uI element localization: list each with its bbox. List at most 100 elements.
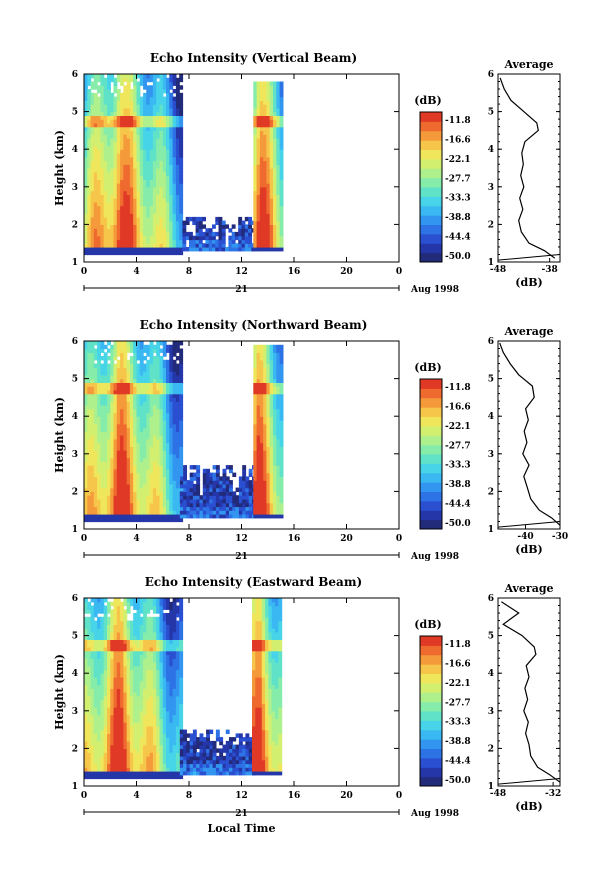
heatmap-cell xyxy=(166,472,170,477)
heatmap-cell xyxy=(90,495,95,500)
heatmap-cell xyxy=(113,465,118,470)
heatmap-cell xyxy=(143,393,147,398)
heatmap-cell xyxy=(149,344,154,350)
heatmap-cell xyxy=(90,446,95,451)
heatmap-cell xyxy=(120,81,124,86)
heatmap-cell xyxy=(103,220,108,225)
heatmap-cell xyxy=(129,115,134,120)
heatmap-cell xyxy=(253,506,258,511)
heatmap-cell xyxy=(273,96,277,101)
heatmap-cell xyxy=(90,491,95,496)
heatmap-cell xyxy=(166,77,170,83)
heatmap-cell xyxy=(229,491,233,496)
heatmap-cell xyxy=(126,506,131,511)
heatmap-cell xyxy=(202,491,207,496)
heatmap-cell xyxy=(129,502,134,508)
heatmap-cell xyxy=(87,729,92,734)
heatmap-cell xyxy=(225,483,230,489)
heatmap-cell xyxy=(116,194,121,199)
heatmap-cell xyxy=(276,183,281,188)
colorbar-frame xyxy=(419,378,443,530)
heatmap-cell xyxy=(143,363,147,368)
heatmap-cell xyxy=(107,468,111,474)
heatmap-cell xyxy=(113,616,118,622)
heatmap-cell xyxy=(259,389,264,395)
y-tick-label: 3 xyxy=(72,183,78,193)
heatmap-cell xyxy=(110,472,115,477)
heatmap-cell xyxy=(97,465,101,470)
heatmap-cell xyxy=(183,465,187,470)
heatmap-cell xyxy=(169,374,174,380)
heatmap-cell xyxy=(116,341,121,346)
heatmap-cell xyxy=(146,408,151,414)
heatmap-cell xyxy=(179,476,184,481)
heatmap-cell xyxy=(179,435,184,440)
heatmap-cell xyxy=(256,480,261,485)
heatmap-cell xyxy=(279,491,284,496)
heatmap-cell xyxy=(229,468,233,474)
heatmap-cell xyxy=(107,194,111,199)
heatmap-cell xyxy=(120,371,124,376)
heatmap-cell xyxy=(146,420,151,425)
heatmap-cell xyxy=(113,352,118,357)
heatmap-cell xyxy=(269,220,274,225)
heatmap-cell xyxy=(179,483,184,489)
heatmap-cell xyxy=(162,239,167,244)
heatmap-cell xyxy=(279,371,284,376)
heatmap-cell xyxy=(110,517,115,523)
heatmap-cell xyxy=(84,737,88,742)
heatmap-cell xyxy=(166,502,170,508)
heatmap-cell xyxy=(90,194,95,199)
heatmap-cell xyxy=(126,733,131,738)
heatmap-cell xyxy=(269,160,274,165)
heatmap-cell xyxy=(113,699,118,704)
heatmap-cell xyxy=(136,81,141,86)
heatmap-cell xyxy=(87,393,92,398)
heatmap-cell xyxy=(123,692,128,697)
heatmap-cell xyxy=(156,115,161,120)
heatmap-cell xyxy=(156,190,161,195)
heatmap-cell xyxy=(253,115,258,120)
heatmap-cell xyxy=(129,491,134,496)
heatmap-cell xyxy=(273,491,277,496)
heatmap-cell xyxy=(97,363,101,368)
heatmap-cell xyxy=(139,450,144,455)
heatmap-cell xyxy=(90,156,95,162)
heatmap-cell xyxy=(113,141,118,147)
heatmap-cell xyxy=(116,404,121,410)
heatmap-cell xyxy=(276,382,281,387)
heatmap-cell xyxy=(256,194,261,199)
colorbar-swatch xyxy=(420,510,442,521)
heatmap-cell xyxy=(259,371,264,376)
heatmap-cell xyxy=(120,389,124,395)
heatmap-cell xyxy=(120,673,124,678)
heatmap-cell xyxy=(84,359,88,365)
heatmap-cell xyxy=(123,737,128,742)
average-x-label: (dB) xyxy=(515,276,542,289)
heatmap-cell xyxy=(276,107,281,113)
heatmap-cell xyxy=(136,243,141,248)
heatmap-cell xyxy=(175,247,180,252)
heatmap-cell xyxy=(152,220,157,225)
heatmap-cell xyxy=(253,435,258,440)
heatmap-cell xyxy=(179,141,184,147)
heatmap-cell xyxy=(87,609,92,614)
heatmap-cell xyxy=(107,446,111,451)
heatmap-cell xyxy=(179,243,184,248)
heatmap-cell xyxy=(129,134,134,139)
heatmap-cell xyxy=(116,665,121,671)
heatmap-cells xyxy=(84,598,283,780)
heatmap-cell xyxy=(156,130,161,135)
heatmap-cell xyxy=(149,457,154,462)
heatmap-cell xyxy=(110,416,115,421)
heatmap-cell xyxy=(107,744,111,749)
heatmap-cell xyxy=(149,213,154,218)
heatmap-cell xyxy=(103,491,108,496)
heatmap-cell xyxy=(156,359,161,365)
heatmap-cell xyxy=(123,141,128,147)
heatmap-cell xyxy=(129,416,134,421)
heatmap-cell xyxy=(133,77,138,83)
heatmap-cell xyxy=(192,472,197,477)
heatmap-cell xyxy=(273,393,277,398)
heatmap-cell xyxy=(253,134,258,139)
